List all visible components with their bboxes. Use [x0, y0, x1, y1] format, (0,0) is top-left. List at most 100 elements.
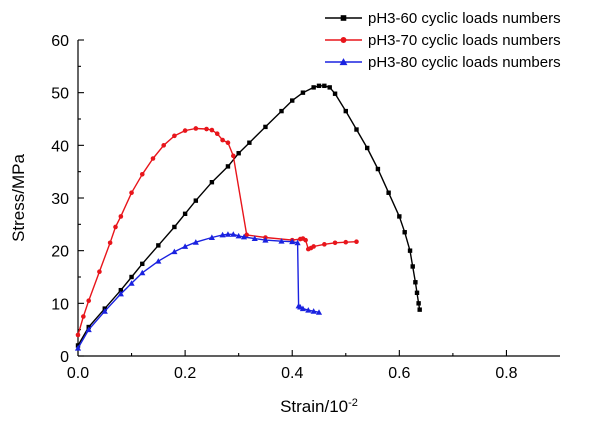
data-point — [402, 230, 407, 235]
series-line — [77, 85, 421, 346]
data-point — [97, 269, 102, 275]
y-axis-title: Stress/MPa — [9, 154, 28, 242]
data-point — [220, 137, 225, 143]
data-point — [386, 190, 391, 195]
data-point — [365, 145, 370, 151]
legend-label: pH3-80 cyclic loads numbers — [368, 54, 561, 71]
x-tick-label: 0.0 — [67, 365, 89, 382]
data-point — [139, 171, 145, 177]
data-point — [107, 240, 113, 246]
data-point — [244, 232, 250, 238]
data-point — [322, 83, 327, 89]
data-point — [139, 269, 146, 276]
data-point — [407, 248, 413, 253]
data-point — [208, 234, 215, 240]
data-point — [192, 239, 199, 245]
data-point — [413, 280, 418, 285]
data-point — [225, 164, 231, 169]
data-point — [410, 264, 415, 269]
data-point — [85, 326, 92, 333]
data-point — [263, 124, 268, 130]
data-point — [279, 108, 284, 114]
data-point — [231, 153, 236, 159]
data-point — [354, 239, 359, 245]
data-point — [101, 308, 108, 314]
legend-swatch-marker — [339, 58, 348, 66]
data-point — [156, 243, 161, 248]
data-point — [289, 238, 296, 245]
data-point — [240, 233, 248, 240]
data-point — [118, 287, 124, 293]
data-point — [129, 190, 134, 196]
y-tick-label: 20 — [51, 244, 69, 261]
data-point — [81, 314, 86, 319]
data-point — [290, 98, 295, 103]
data-point — [327, 85, 332, 90]
data-point — [294, 239, 301, 246]
x-tick-label: 0.6 — [388, 365, 410, 382]
legend-label: pH3-70 cyclic loads numbers — [368, 32, 561, 49]
legend-swatch-marker — [340, 37, 347, 43]
series-line — [77, 127, 357, 336]
data-point — [305, 307, 312, 313]
data-point — [343, 239, 349, 245]
data-point — [128, 280, 135, 286]
series-2 — [75, 126, 359, 338]
data-point — [354, 127, 359, 132]
data-point — [182, 128, 188, 133]
data-point — [416, 301, 421, 306]
data-point — [155, 258, 162, 264]
x-tick-label: 0.2 — [174, 365, 196, 382]
data-point — [310, 308, 317, 314]
y-tick-label: 60 — [51, 33, 69, 50]
data-point — [214, 131, 220, 137]
data-point — [414, 290, 420, 295]
data-point — [129, 274, 134, 280]
series-layer — [74, 83, 422, 351]
data-point — [247, 140, 252, 145]
data-point — [172, 224, 177, 230]
x-tick-label: 0.8 — [495, 365, 517, 382]
data-point — [375, 166, 381, 172]
data-point — [161, 143, 166, 148]
data-point — [300, 90, 306, 95]
legend-entry: pH3-60 cyclic loads numbers — [325, 10, 561, 27]
data-point — [193, 126, 199, 131]
data-point — [209, 127, 215, 133]
series-line — [77, 233, 320, 349]
y-tick-label: 50 — [51, 86, 69, 103]
data-point — [230, 231, 237, 237]
data-point — [182, 211, 188, 216]
data-point — [113, 224, 118, 230]
data-point — [278, 238, 285, 244]
data-point — [219, 231, 226, 238]
data-point — [332, 91, 338, 96]
data-point — [316, 83, 322, 89]
x-axis: 0.0 0.2 0.4 0.6 0.8 — [67, 350, 560, 382]
data-point — [315, 309, 323, 315]
data-point — [150, 156, 156, 161]
data-point — [117, 290, 124, 297]
legend-label: pH3-60 cyclic loads numbers — [368, 10, 561, 27]
data-point — [118, 214, 124, 219]
data-point — [262, 237, 269, 243]
data-point — [224, 231, 232, 237]
data-point — [322, 242, 327, 247]
data-point — [303, 237, 308, 243]
data-point — [225, 140, 231, 146]
data-point — [236, 151, 241, 156]
data-point — [311, 85, 316, 90]
data-point — [182, 243, 189, 249]
data-point — [74, 345, 82, 351]
data-point — [193, 198, 199, 203]
legend-entry: pH3-70 cyclic loads numbers — [325, 32, 561, 49]
data-point — [397, 214, 402, 219]
y-axis: 0 10 20 30 40 50 60 — [51, 33, 84, 366]
series-1 — [75, 83, 422, 348]
x-axis-title-text: Strain/10 — [280, 397, 348, 416]
data-point — [140, 261, 145, 267]
data-point — [171, 248, 178, 255]
y-tick-label: 0 — [60, 349, 69, 366]
x-axis-title: Strain/10-2 — [280, 397, 358, 416]
